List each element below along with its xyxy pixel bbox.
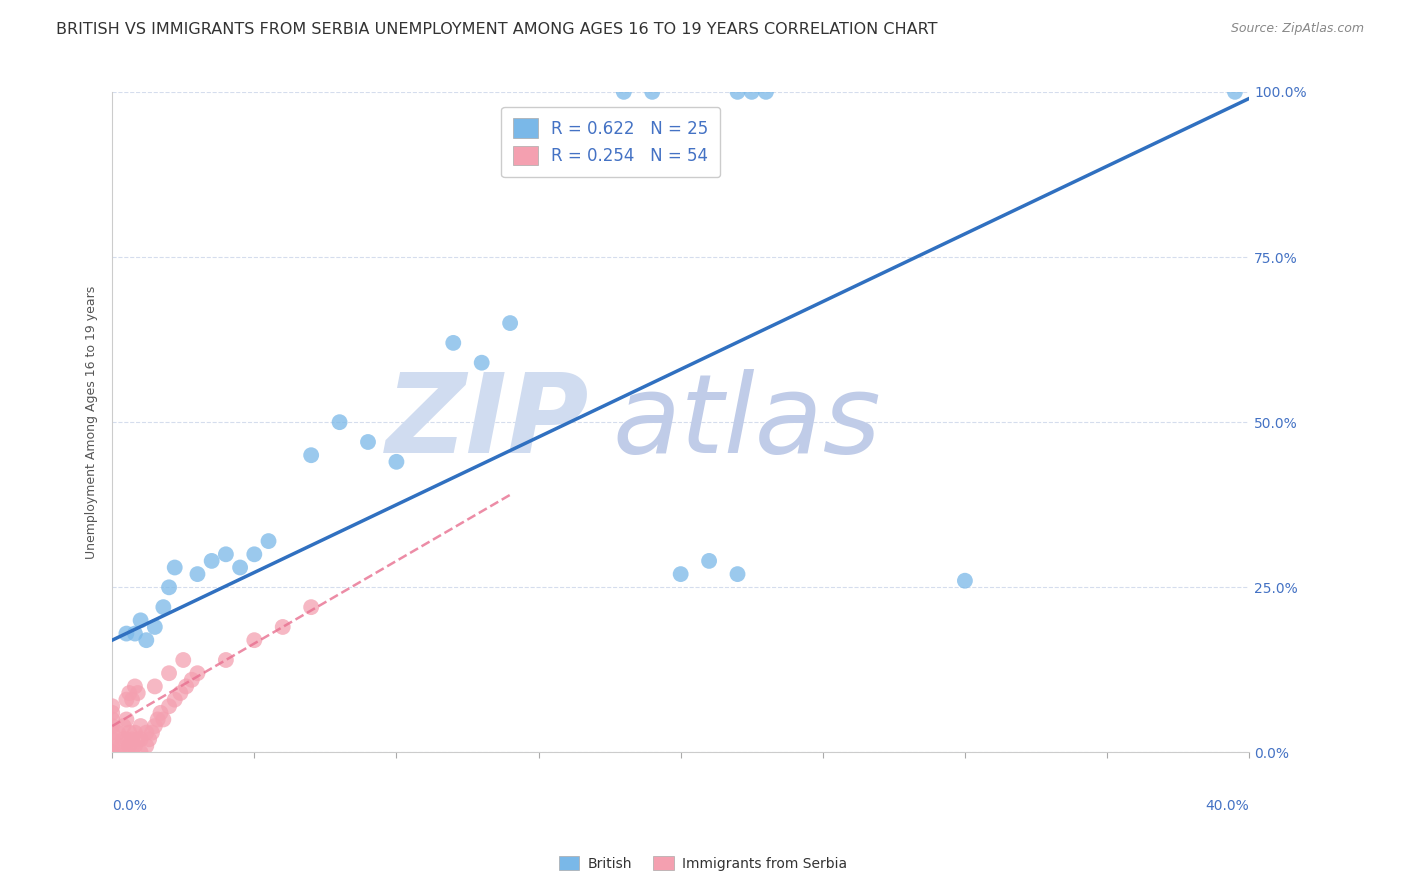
- Point: [107, 725, 129, 739]
- Point: [727, 85, 749, 99]
- Point: [499, 316, 522, 330]
- Point: [152, 600, 174, 615]
- Point: [118, 725, 141, 739]
- Point: [129, 732, 152, 747]
- Point: [115, 692, 138, 706]
- Point: [118, 739, 141, 753]
- Legend: R = 0.622   N = 25, R = 0.254   N = 54: R = 0.622 N = 25, R = 0.254 N = 54: [502, 107, 720, 177]
- Point: [163, 692, 186, 706]
- Point: [115, 713, 138, 727]
- Point: [101, 706, 124, 720]
- Point: [149, 706, 172, 720]
- Point: [141, 725, 163, 739]
- Point: [201, 554, 224, 568]
- Point: [1223, 85, 1246, 99]
- Point: [215, 547, 238, 561]
- Point: [697, 554, 720, 568]
- Point: [163, 560, 186, 574]
- Point: [157, 580, 180, 594]
- Point: [101, 699, 124, 714]
- Point: [101, 739, 124, 753]
- Point: [101, 719, 124, 733]
- Y-axis label: Unemployment Among Ages 16 to 19 years: Unemployment Among Ages 16 to 19 years: [86, 285, 98, 558]
- Point: [329, 415, 352, 429]
- Point: [169, 686, 191, 700]
- Point: [143, 719, 166, 733]
- Point: [135, 725, 157, 739]
- Point: [669, 567, 692, 582]
- Point: [138, 732, 160, 747]
- Point: [741, 85, 763, 99]
- Point: [641, 85, 664, 99]
- Text: 40.0%: 40.0%: [1205, 798, 1249, 813]
- Point: [613, 85, 636, 99]
- Point: [127, 686, 149, 700]
- Point: [215, 653, 238, 667]
- Point: [129, 613, 152, 627]
- Point: [121, 692, 143, 706]
- Point: [152, 713, 174, 727]
- Point: [229, 560, 252, 574]
- Point: [271, 620, 294, 634]
- Text: atlas: atlas: [613, 368, 882, 475]
- Point: [953, 574, 976, 588]
- Point: [101, 746, 124, 760]
- Point: [186, 567, 208, 582]
- Point: [118, 686, 141, 700]
- Point: [101, 746, 124, 760]
- Point: [124, 626, 146, 640]
- Point: [115, 732, 138, 747]
- Point: [243, 547, 266, 561]
- Point: [146, 713, 169, 727]
- Point: [727, 567, 749, 582]
- Point: [243, 633, 266, 648]
- Point: [135, 633, 157, 648]
- Point: [174, 680, 197, 694]
- Point: [186, 666, 208, 681]
- Point: [755, 85, 778, 99]
- Text: Source: ZipAtlas.com: Source: ZipAtlas.com: [1230, 22, 1364, 36]
- Point: [115, 626, 138, 640]
- Point: [143, 620, 166, 634]
- Point: [471, 356, 494, 370]
- Text: BRITISH VS IMMIGRANTS FROM SERBIA UNEMPLOYMENT AMONG AGES 16 TO 19 YEARS CORRELA: BRITISH VS IMMIGRANTS FROM SERBIA UNEMPL…: [56, 22, 938, 37]
- Point: [107, 746, 129, 760]
- Point: [157, 666, 180, 681]
- Point: [101, 713, 124, 727]
- Point: [101, 746, 124, 760]
- Point: [110, 739, 132, 753]
- Point: [357, 435, 380, 450]
- Point: [124, 725, 146, 739]
- Point: [143, 680, 166, 694]
- Point: [257, 534, 280, 549]
- Point: [135, 739, 157, 753]
- Point: [129, 746, 152, 760]
- Point: [127, 732, 149, 747]
- Point: [124, 739, 146, 753]
- Point: [101, 732, 124, 747]
- Point: [115, 746, 138, 760]
- Point: [157, 699, 180, 714]
- Point: [121, 732, 143, 747]
- Point: [441, 335, 464, 350]
- Point: [180, 673, 202, 687]
- Point: [299, 600, 322, 615]
- Legend: British, Immigrants from Serbia: British, Immigrants from Serbia: [553, 850, 853, 876]
- Text: 0.0%: 0.0%: [112, 798, 148, 813]
- Point: [124, 680, 146, 694]
- Point: [385, 455, 408, 469]
- Point: [112, 719, 135, 733]
- Point: [112, 732, 135, 747]
- Point: [101, 725, 124, 739]
- Point: [121, 746, 143, 760]
- Point: [172, 653, 194, 667]
- Text: ZIP: ZIP: [387, 368, 589, 475]
- Point: [129, 719, 152, 733]
- Point: [299, 448, 322, 462]
